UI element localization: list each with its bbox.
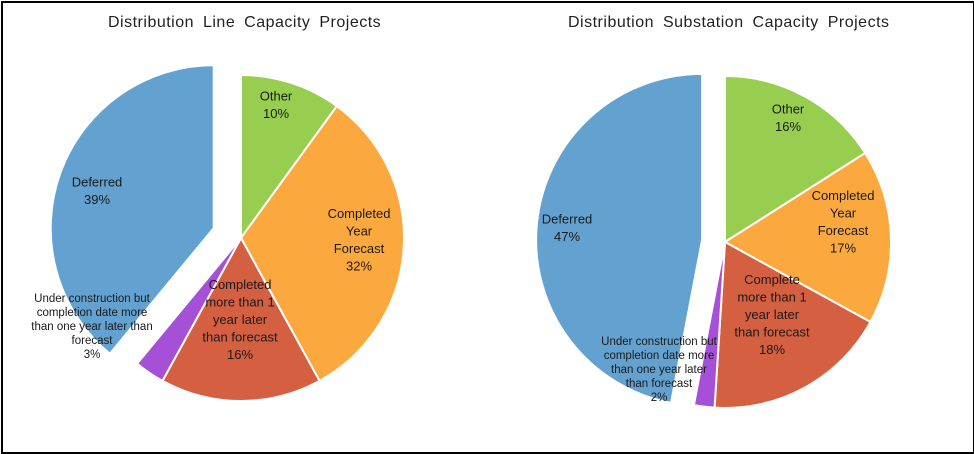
pie-slice-under-construction-but-completion-date-more-than-one-year-later-than-forecast [692, 241, 726, 409]
pie-chart-line: Other 10% Completed Year Forecast 32% Complete… [31, 64, 405, 402]
slice-label: Under construction but completion date mo… [601, 336, 718, 404]
slice-label: Deferred 47% [542, 211, 593, 244]
slice-label: Complete more than 1 year later than foreca… [734, 272, 810, 357]
pie-slice-complete-more-than-1-year-later-than-forecast [713, 240, 872, 409]
chart-title-substation: Distribution Substation Capacity Project… [568, 14, 890, 31]
slice-label: Completed Year Forecast 32% [328, 206, 391, 274]
slice-label: Other 16% [772, 101, 805, 134]
slice-label: Completed Year Forecast 17% [812, 188, 875, 256]
slice-label: Under construction but completion date mo… [31, 293, 152, 361]
slice-label: Deferred 39% [72, 174, 123, 207]
slice-label: Other 10% [260, 88, 293, 121]
pie-slice-completed-more-than-1-year-later-than-forecast [161, 235, 321, 402]
slice-label: Completed more than 1 year later than forec… [202, 277, 278, 362]
pie-slice-deferred [535, 72, 704, 405]
pie-slice-other [724, 74, 867, 244]
pie-chart-substation: Other 16% Completed Year Forecast 17%Complete… [535, 72, 892, 409]
pie-slice-under-construction-but-completion-date-more-than-one-year-later-than-forecast [135, 237, 242, 383]
pie-slice-completed-year-forecast [723, 151, 892, 324]
pie-slice-deferred [49, 64, 215, 356]
pie-slice-completed-year-forecast [239, 104, 405, 383]
chart-title-line: Distribution Line Capacity Projects [108, 14, 382, 31]
pie-slice-other [240, 73, 339, 242]
